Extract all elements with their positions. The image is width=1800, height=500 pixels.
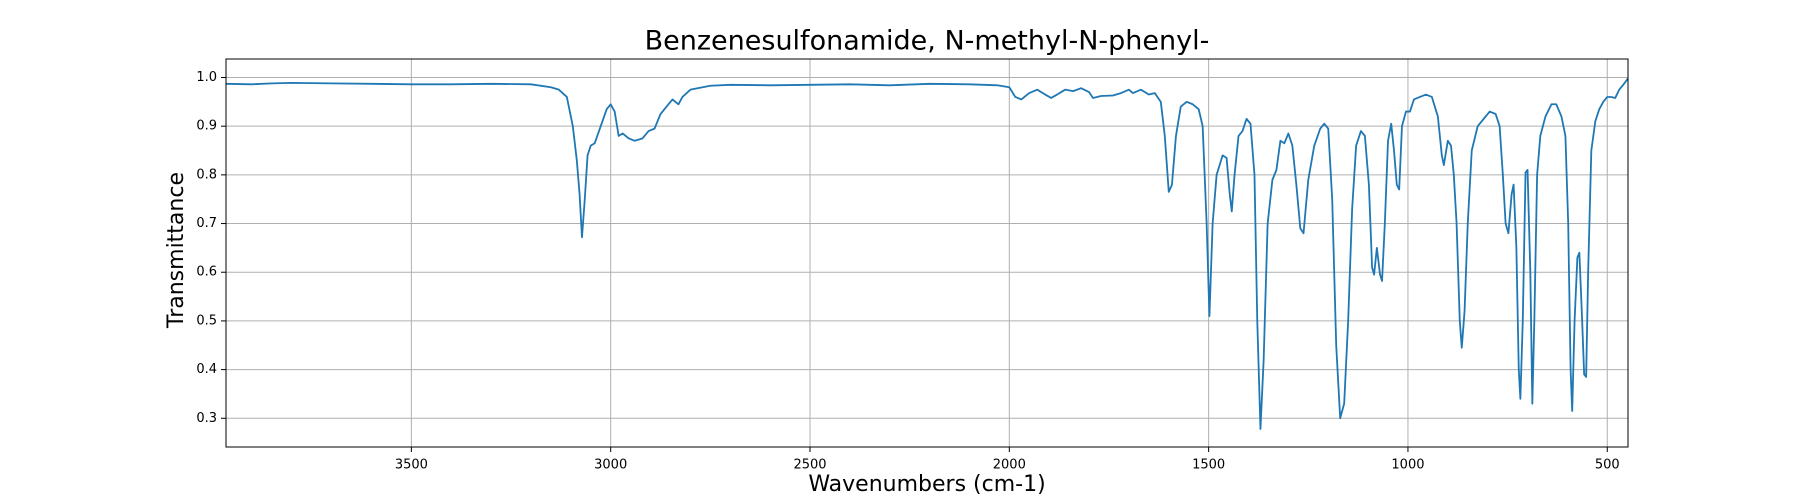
x-axis-label: Wavenumbers (cm-1) (808, 472, 1045, 497)
x-tick-label: 1000 (1391, 458, 1424, 473)
y-tick-label: 0.9 (196, 119, 217, 134)
y-axis-label: Transmittance (164, 172, 189, 329)
x-tick-label: 2500 (793, 458, 826, 473)
x-tick-label: 2000 (993, 458, 1026, 473)
x-tick-label: 500 (1595, 458, 1620, 473)
plot-frame (225, 58, 1629, 448)
y-tick-label: 1.0 (196, 70, 217, 85)
y-tick-label: 0.4 (196, 362, 217, 377)
y-tick-label: 0.6 (196, 265, 217, 280)
spectrum-line (225, 77, 1629, 430)
x-tick-label: 3500 (395, 458, 428, 473)
y-tick-label: 0.8 (196, 167, 217, 182)
x-tick-label: 1500 (1192, 458, 1225, 473)
y-tick-label: 0.7 (196, 216, 217, 231)
y-tick-label: 0.5 (196, 313, 217, 328)
y-tick-label: 0.3 (196, 411, 217, 426)
x-tick-label: 3000 (594, 458, 627, 473)
chart-title: Benzenesulfonamide, N-methyl-N-phenyl- (645, 26, 1210, 57)
